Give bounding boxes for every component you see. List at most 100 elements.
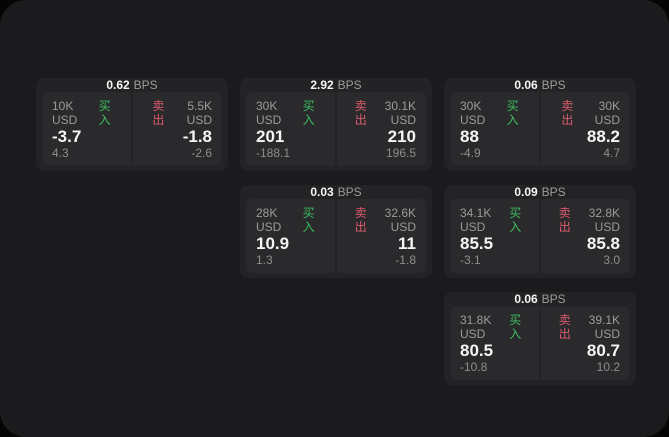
sell-tile[interactable]: 卖出 30K USD 88.2 4.7 [541, 92, 630, 166]
quote-body: 28K USD 买入 10.9 1.3 卖出 32.6K USD 11 -1.8 [246, 199, 426, 273]
buy-tile-top: 34.1K USD 买入 [460, 206, 529, 234]
spread-header: 0.09 BPS [444, 185, 636, 199]
sell-price: 210 [387, 127, 416, 146]
buy-tile-top: 31.8K USD 买入 [460, 313, 529, 341]
spread-header: 0.03 BPS [240, 185, 432, 199]
sell-change: 3.0 [603, 253, 620, 267]
buy-price: -3.7 [52, 127, 82, 146]
buy-tile-top: 28K USD 买入 [256, 206, 325, 234]
sell-tile[interactable]: 卖出 32.8K USD 85.8 3.0 [541, 199, 630, 273]
quote-card: 0.62 BPS 10K USD 买入 -3.7 4.3 卖出 5.5K USD [36, 78, 228, 171]
buy-change: -10.8 [460, 360, 488, 374]
sell-tile-top: 卖出 30K USD [551, 99, 620, 127]
sell-tile-top: 卖出 32.6K USD [347, 206, 416, 234]
sell-label: 卖出 [558, 206, 571, 234]
spread-unit-label: BPS [337, 185, 362, 199]
quote-body: 30K USD 买入 201 -188.1 卖出 30.1K USD 210 1… [246, 92, 426, 166]
buy-label: 买入 [302, 99, 315, 127]
sell-tile[interactable]: 卖出 32.6K USD 11 -1.8 [337, 199, 426, 273]
buy-price: 80.5 [460, 341, 494, 360]
sell-label: 卖出 [558, 313, 571, 341]
sell-change: 10.2 [596, 360, 620, 374]
buy-tile[interactable]: 30K USD 买入 88 -4.9 [450, 92, 539, 166]
buy-tile[interactable]: 28K USD 买入 10.9 1.3 [246, 199, 335, 273]
spread-unit-label: BPS [541, 78, 566, 92]
buy-change: 4.3 [52, 146, 69, 160]
sell-amount: 32.6K USD [384, 206, 416, 234]
sell-change: -1.8 [395, 253, 416, 267]
sell-price: 80.7 [586, 341, 620, 360]
sell-price: 85.8 [586, 234, 620, 253]
spread-unit-label: BPS [541, 185, 566, 199]
sell-tile-top: 卖出 32.8K USD [551, 206, 620, 234]
sell-tile[interactable]: 卖出 39.1K USD 80.7 10.2 [541, 306, 630, 380]
buy-amount: 34.1K USD [460, 206, 492, 234]
buy-label: 买入 [509, 313, 522, 341]
buy-amount: 28K USD [256, 206, 282, 234]
sell-label: 卖出 [152, 99, 165, 127]
buy-change: 1.3 [256, 253, 273, 267]
sell-label: 卖出 [354, 206, 367, 234]
buy-amount: 31.8K USD [460, 313, 492, 341]
buy-tile[interactable]: 30K USD 买入 201 -188.1 [246, 92, 335, 166]
buy-tile-top: 30K USD 买入 [460, 99, 529, 127]
buy-price: 85.5 [460, 234, 494, 253]
buy-tile[interactable]: 10K USD 买入 -3.7 4.3 [42, 92, 131, 166]
buy-label: 买入 [302, 206, 315, 234]
spread-header: 0.06 BPS [444, 78, 636, 92]
spread-value: 0.09 [514, 185, 538, 199]
sell-label: 卖出 [354, 99, 367, 127]
buy-tile-top: 30K USD 买入 [256, 99, 325, 127]
sell-amount: 30K USD [594, 99, 620, 127]
quote-card: 0.03 BPS 28K USD 买入 10.9 1.3 卖出 32.6K US… [240, 185, 432, 278]
buy-price: 10.9 [256, 234, 290, 253]
sell-amount: 32.8K USD [588, 206, 620, 234]
sell-amount: 5.5K USD [186, 99, 212, 127]
sell-change: 4.7 [603, 146, 620, 160]
quote-card: 0.06 BPS 31.8K USD 买入 80.5 -10.8 卖出 39.1… [444, 292, 636, 385]
spread-value: 0.06 [514, 78, 538, 92]
quote-card-grid: 0.62 BPS 10K USD 买入 -3.7 4.3 卖出 5.5K USD [36, 78, 636, 385]
buy-amount: 30K USD [256, 99, 282, 127]
spread-unit-label: BPS [337, 78, 362, 92]
quote-body: 10K USD 买入 -3.7 4.3 卖出 5.5K USD -1.8 -2.… [42, 92, 222, 166]
quote-card: 0.06 BPS 30K USD 买入 88 -4.9 卖出 30K USD [444, 78, 636, 171]
sell-change: 196.5 [385, 146, 416, 160]
spread-value: 2.92 [310, 78, 334, 92]
sell-tile[interactable]: 卖出 30.1K USD 210 196.5 [337, 92, 426, 166]
quote-body: 30K USD 买入 88 -4.9 卖出 30K USD 88.2 4.7 [450, 92, 630, 166]
spread-unit-label: BPS [541, 292, 566, 306]
buy-tile[interactable]: 34.1K USD 买入 85.5 -3.1 [450, 199, 539, 273]
buy-tile-top: 10K USD 买入 [52, 99, 121, 127]
sell-tile[interactable]: 卖出 5.5K USD -1.8 -2.6 [133, 92, 222, 166]
buy-change: -3.1 [460, 253, 481, 267]
spread-value: 0.03 [310, 185, 334, 199]
sell-tile-top: 卖出 30.1K USD [347, 99, 416, 127]
sell-amount: 39.1K USD [588, 313, 620, 341]
buy-amount: 30K USD [460, 99, 486, 127]
sell-tile-top: 卖出 5.5K USD [143, 99, 212, 127]
spread-value: 0.06 [514, 292, 538, 306]
quote-card: 0.09 BPS 34.1K USD 买入 85.5 -3.1 卖出 32.8K… [444, 185, 636, 278]
buy-price: 201 [256, 127, 285, 146]
buy-change: -188.1 [256, 146, 291, 160]
sell-price: 88.2 [586, 127, 620, 146]
spread-header: 2.92 BPS [240, 78, 432, 92]
sell-price: -1.8 [182, 127, 212, 146]
spread-header: 0.62 BPS [36, 78, 228, 92]
spread-header: 0.06 BPS [444, 292, 636, 306]
buy-amount: 10K USD [52, 99, 78, 127]
buy-price: 88 [460, 127, 479, 146]
buy-label: 买入 [509, 206, 522, 234]
spread-unit-label: BPS [133, 78, 158, 92]
sell-label: 卖出 [561, 99, 574, 127]
buy-tile[interactable]: 31.8K USD 买入 80.5 -10.8 [450, 306, 539, 380]
sell-amount: 30.1K USD [384, 99, 416, 127]
buy-label: 买入 [98, 99, 111, 127]
sell-tile-top: 卖出 39.1K USD [551, 313, 620, 341]
quote-body: 31.8K USD 买入 80.5 -10.8 卖出 39.1K USD 80.… [450, 306, 630, 380]
sell-change: -2.6 [191, 146, 212, 160]
quote-body: 34.1K USD 买入 85.5 -3.1 卖出 32.8K USD 85.8… [450, 199, 630, 273]
spread-value: 0.62 [106, 78, 130, 92]
